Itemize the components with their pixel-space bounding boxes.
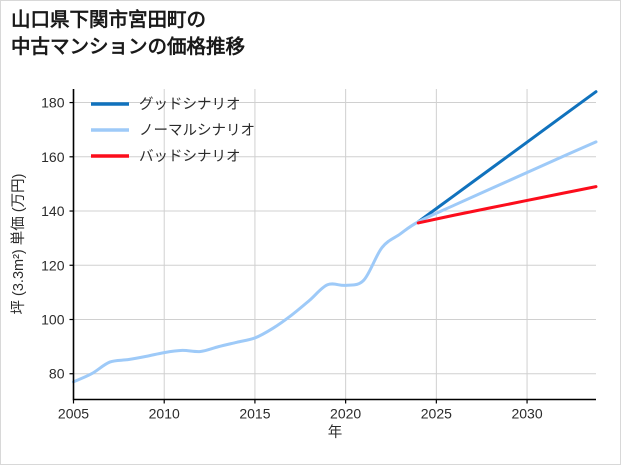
series-line-1 (416, 90, 598, 224)
series-line-2 (72, 140, 598, 384)
y-tick-label: 160 (41, 149, 65, 165)
y-tick-label: 100 (41, 312, 65, 328)
y-axis-title: 坪 (3.3m²) 単価 (万円) (10, 174, 27, 315)
legend-item-3: バッドシナリオ (91, 149, 241, 165)
x-tick-label: 2020 (330, 406, 361, 422)
legend-item-2: ノーマルシナリオ (91, 123, 255, 139)
chart-title-line-1: 山口県下関市宮田町の (11, 9, 207, 31)
chart-title: 山口県下関市宮田町の 中古マンションの価格推移 (11, 7, 481, 61)
x-tick-label: 2015 (239, 406, 270, 422)
y-tick-label: 120 (41, 257, 65, 273)
legend-label: バッドシナリオ (139, 149, 241, 165)
x-tick-label: 2010 (149, 406, 180, 422)
y-tick-label: 140 (41, 203, 65, 219)
x-tick-label: 2030 (511, 406, 542, 422)
legend-label: ノーマルシナリオ (139, 123, 255, 139)
axis-tick-labels: 2005 2010 2015 2020 2025 2030 80 100 120 140 160 18… (41, 95, 543, 422)
x-tick-label: 2005 (58, 406, 89, 422)
y-tick-label: 80 (49, 366, 65, 382)
x-axis-title: 年 (328, 424, 343, 441)
series-line-3 (416, 185, 598, 225)
chart-title-line-2: 中古マンションの価格推移 (11, 36, 246, 58)
data-series-layer (72, 90, 598, 384)
y-tick-label: 180 (41, 95, 65, 111)
x-tick-label: 2025 (421, 406, 452, 422)
legend-item-1: グッドシナリオ (91, 96, 241, 113)
legend-label: グッドシナリオ (139, 96, 241, 113)
